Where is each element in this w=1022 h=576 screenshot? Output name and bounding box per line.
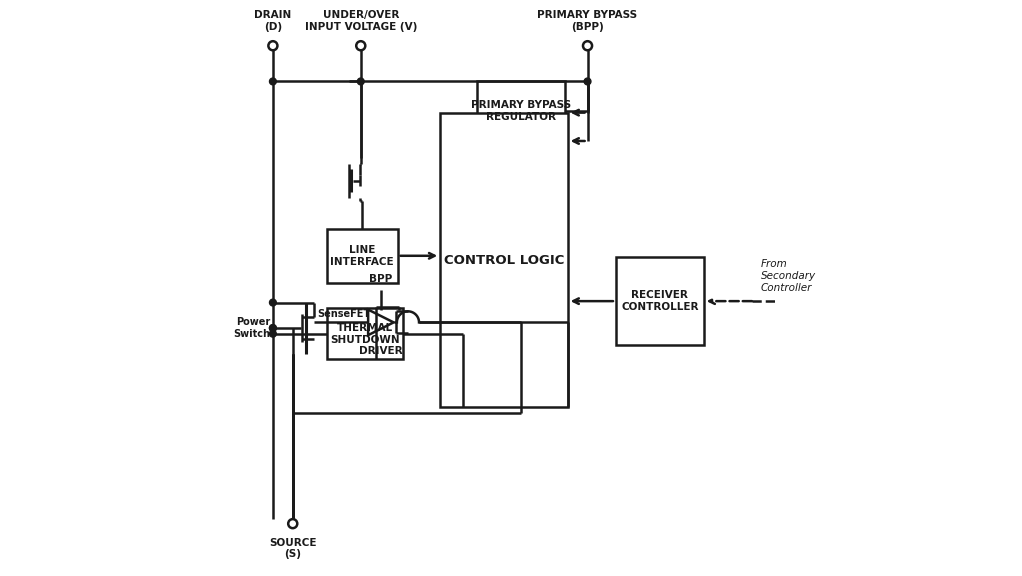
Circle shape (269, 41, 277, 50)
Text: SenseFET: SenseFET (317, 309, 370, 319)
Text: PRIMARY BYPASS
(BPP): PRIMARY BYPASS (BPP) (538, 10, 638, 32)
Text: DRAIN
(D): DRAIN (D) (254, 10, 291, 32)
Circle shape (357, 41, 365, 50)
Text: CONTROL LOGIC: CONTROL LOGIC (444, 253, 564, 267)
Circle shape (270, 325, 276, 331)
FancyBboxPatch shape (327, 308, 404, 359)
Text: DRIVER: DRIVER (359, 347, 403, 357)
Circle shape (270, 78, 276, 85)
FancyBboxPatch shape (616, 257, 704, 345)
Circle shape (270, 330, 276, 337)
Circle shape (270, 299, 276, 306)
Text: UNDER/OVER
INPUT VOLTAGE (V): UNDER/OVER INPUT VOLTAGE (V) (305, 10, 417, 32)
Text: BPP: BPP (369, 274, 392, 284)
Circle shape (270, 325, 276, 331)
FancyBboxPatch shape (327, 229, 398, 283)
Text: From
Secondary
Controller: From Secondary Controller (760, 259, 816, 293)
Circle shape (583, 41, 592, 50)
Circle shape (358, 78, 364, 85)
FancyBboxPatch shape (440, 113, 567, 407)
FancyBboxPatch shape (477, 81, 565, 141)
Circle shape (288, 519, 297, 528)
Text: THERMAL
SHUTDOWN: THERMAL SHUTDOWN (330, 323, 400, 344)
Text: RECEIVER
CONTROLLER: RECEIVER CONTROLLER (621, 290, 699, 312)
Text: LINE
INTERFACE: LINE INTERFACE (330, 245, 394, 267)
Text: PRIMARY BYPASS
REGULATOR: PRIMARY BYPASS REGULATOR (471, 100, 571, 122)
Circle shape (585, 78, 591, 85)
Text: SOURCE
(S): SOURCE (S) (269, 538, 317, 559)
Text: Power
Switch: Power Switch (233, 317, 270, 339)
